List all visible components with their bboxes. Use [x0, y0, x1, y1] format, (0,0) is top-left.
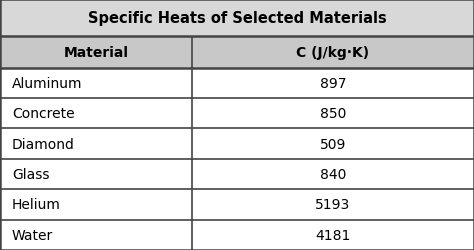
Text: Concrete: Concrete — [12, 107, 74, 121]
Text: Specific Heats of Selected Materials: Specific Heats of Selected Materials — [88, 11, 386, 26]
Bar — [0, 98, 474, 129]
Text: 509: 509 — [320, 137, 346, 151]
Text: Material: Material — [64, 46, 128, 60]
Text: 840: 840 — [320, 167, 346, 181]
Text: C (J/kg·K): C (J/kg·K) — [296, 46, 370, 60]
Text: 4181: 4181 — [315, 228, 351, 242]
Text: Helium: Helium — [12, 198, 61, 211]
Bar — [0, 129, 474, 159]
Bar — [0, 37, 474, 68]
Text: 5193: 5193 — [315, 198, 351, 211]
Bar — [0, 190, 474, 220]
Text: Glass: Glass — [12, 167, 49, 181]
Bar — [0, 0, 474, 37]
Bar — [0, 220, 474, 250]
Bar — [0, 159, 474, 190]
Text: Water: Water — [12, 228, 53, 242]
Text: 850: 850 — [320, 107, 346, 121]
Text: Aluminum: Aluminum — [12, 76, 82, 90]
Bar — [0, 68, 474, 98]
Text: 897: 897 — [320, 76, 346, 90]
Text: Diamond: Diamond — [12, 137, 75, 151]
